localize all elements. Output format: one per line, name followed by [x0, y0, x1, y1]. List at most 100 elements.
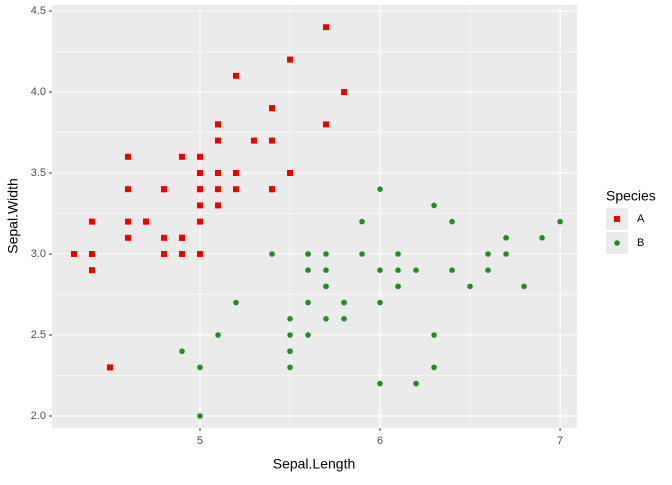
point	[449, 267, 455, 274]
point	[214, 121, 221, 128]
point	[323, 267, 329, 274]
point	[124, 153, 131, 160]
point	[233, 299, 239, 306]
y-tick-label: 4.0	[31, 86, 46, 98]
point	[287, 170, 294, 177]
point	[323, 24, 330, 31]
x-tick-label: 7	[557, 435, 563, 447]
point	[88, 267, 95, 274]
x-tick-label: 5	[197, 435, 203, 447]
point	[215, 332, 221, 338]
point	[124, 218, 131, 225]
point	[323, 316, 329, 322]
y-tick-label: 3.0	[31, 248, 46, 260]
point	[449, 218, 455, 225]
point	[106, 364, 113, 371]
point	[269, 251, 275, 257]
point	[287, 348, 293, 355]
point	[413, 267, 419, 274]
point	[70, 251, 77, 258]
y-tick-label: 2.5	[31, 329, 46, 341]
point	[197, 413, 203, 419]
point	[305, 299, 311, 306]
legend-marker	[614, 216, 620, 222]
point	[323, 283, 329, 290]
point	[467, 283, 473, 290]
point	[179, 348, 185, 355]
point	[160, 234, 167, 241]
point	[395, 283, 401, 290]
point	[160, 251, 167, 258]
point	[341, 316, 347, 322]
legend-marker	[614, 240, 620, 246]
point	[214, 137, 221, 144]
point	[196, 170, 203, 177]
point	[178, 251, 185, 258]
point	[160, 186, 167, 193]
point	[485, 251, 491, 257]
point	[503, 235, 509, 241]
point	[431, 332, 437, 338]
point	[521, 283, 527, 290]
point	[539, 235, 545, 241]
point	[377, 267, 383, 274]
point	[341, 88, 348, 95]
point	[142, 218, 149, 225]
point	[557, 218, 563, 225]
point	[178, 234, 185, 241]
point	[413, 380, 419, 387]
point	[196, 186, 203, 193]
y-axis-title: Sepal.Width	[5, 178, 21, 253]
point	[377, 380, 383, 387]
point	[233, 72, 240, 79]
x-axis-title: Sepal.Length	[273, 456, 356, 472]
point	[269, 186, 276, 193]
point	[431, 364, 437, 371]
point	[214, 170, 221, 177]
y-tick-label: 2.0	[31, 410, 46, 422]
point	[395, 251, 401, 257]
point	[124, 186, 131, 193]
point	[305, 251, 311, 257]
point	[178, 153, 185, 160]
legend-title: Species	[606, 188, 656, 204]
x-tick-label: 6	[377, 435, 383, 447]
point	[233, 170, 240, 177]
point	[88, 251, 95, 258]
point	[323, 121, 330, 128]
point	[124, 234, 131, 241]
y-tick-label: 3.5	[31, 167, 46, 179]
point	[196, 202, 203, 209]
point	[196, 153, 203, 160]
point	[214, 186, 221, 193]
point	[287, 56, 294, 63]
point	[341, 299, 347, 306]
point	[88, 218, 95, 225]
point	[305, 332, 311, 338]
point	[269, 105, 276, 112]
panel	[52, 5, 577, 428]
point	[197, 364, 203, 371]
point	[431, 202, 437, 209]
point	[395, 267, 401, 274]
point	[359, 251, 365, 257]
point	[323, 251, 329, 257]
point	[485, 267, 491, 274]
point	[251, 137, 258, 144]
point	[214, 202, 221, 209]
point	[359, 218, 365, 225]
point	[305, 267, 311, 274]
point	[269, 137, 276, 144]
point	[287, 332, 293, 338]
point	[196, 218, 203, 225]
y-tick-label: 4.5	[31, 5, 46, 17]
legend-label: B	[637, 237, 644, 249]
point	[287, 316, 293, 322]
point	[377, 299, 383, 306]
point	[503, 251, 509, 257]
point	[196, 251, 203, 258]
point	[233, 186, 240, 193]
point	[287, 364, 293, 371]
point	[377, 186, 383, 193]
